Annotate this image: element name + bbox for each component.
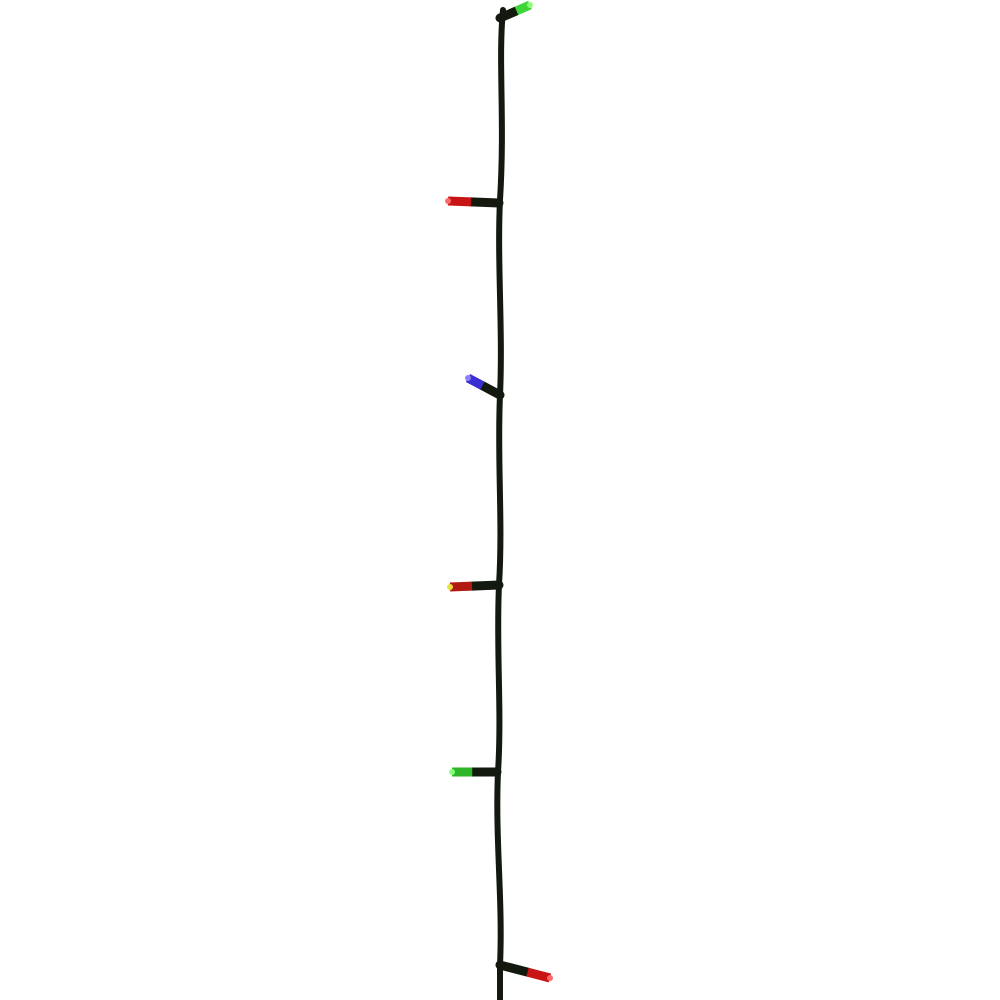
bulb-socket	[477, 381, 505, 400]
bulb-tip	[449, 769, 455, 775]
bulb-tip	[447, 584, 453, 590]
led-bulb	[465, 374, 505, 400]
bulb-lens	[449, 581, 473, 592]
bulb-tip	[445, 198, 451, 204]
led-bulb	[495, 960, 553, 983]
bulb-lens	[447, 196, 472, 207]
led-bulb	[449, 767, 502, 777]
bulb-tip	[527, 2, 533, 8]
bulb-tip	[465, 375, 471, 381]
bulb-lens	[526, 967, 552, 983]
led-bulb	[495, 0, 533, 23]
led-bulb	[445, 196, 504, 208]
bulb-socket	[495, 6, 521, 23]
bulb-tip	[547, 975, 553, 981]
bulb-socket	[467, 580, 504, 591]
bulb-socket	[495, 960, 532, 977]
bulb-socket	[466, 197, 504, 208]
led-bulb	[447, 580, 504, 592]
wire	[494, 7, 506, 1000]
